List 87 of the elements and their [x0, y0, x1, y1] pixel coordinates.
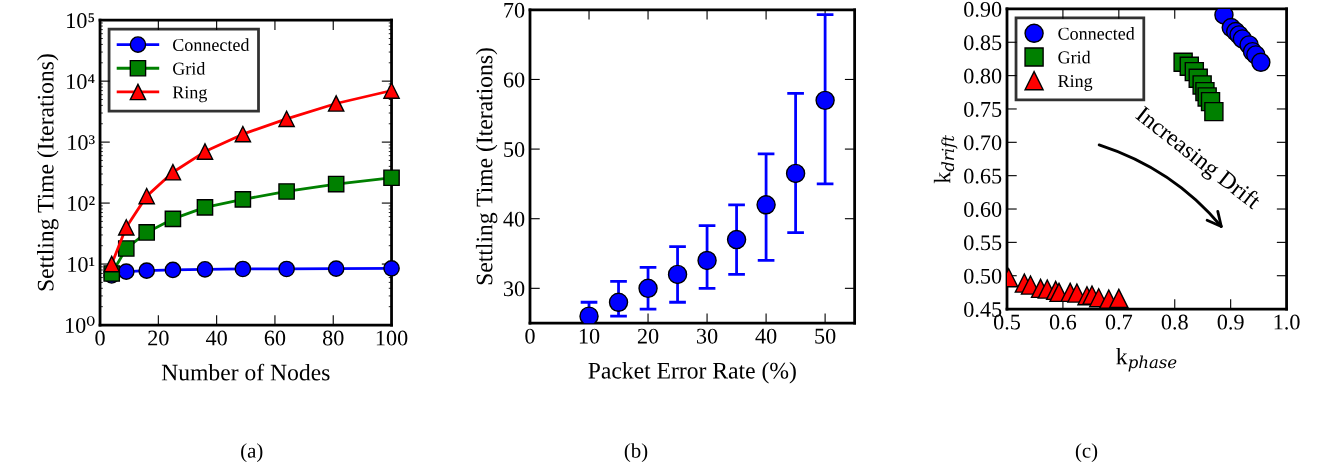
point	[196, 260, 214, 278]
x-axis-title: k$_{phase}$	[1116, 347, 1177, 372]
point	[138, 224, 156, 241]
y-tick-label: 50	[504, 142, 525, 158]
point	[164, 163, 182, 181]
x-tick-label: 0.6	[1049, 314, 1077, 330]
x-tick-label: 10	[579, 328, 600, 344]
x-tick-label: 100	[376, 330, 408, 346]
x-tick-label: 80	[322, 330, 344, 346]
point	[608, 292, 629, 312]
x-tick-label: 0.9	[1217, 314, 1244, 330]
point	[278, 183, 295, 200]
point	[756, 195, 776, 215]
point	[785, 163, 806, 184]
x-tick-label: 50	[815, 328, 836, 344]
legend-label: Grid	[173, 62, 206, 75]
x-axis-title: Number of Nodes	[161, 363, 330, 381]
y-tick-label: 0.65	[964, 168, 1002, 184]
point	[327, 175, 345, 193]
x-tick-label: 60	[264, 330, 286, 346]
point	[196, 143, 214, 160]
point	[327, 95, 345, 112]
y-tick-label: 0.60	[964, 201, 1002, 218]
text: (c)	[1075, 443, 1098, 463]
text: (b)	[624, 443, 648, 463]
point	[138, 187, 156, 205]
x-tick-label: 0.7	[1105, 314, 1133, 330]
point	[196, 199, 214, 216]
point	[278, 260, 295, 278]
point	[103, 255, 121, 273]
y-tick-label: 10¹	[68, 256, 95, 272]
x-tick-label: 0.8	[1161, 314, 1188, 330]
y-tick-label: 0.90	[964, 1, 1002, 17]
x-tick-label: 40	[755, 328, 777, 344]
legend-label: Connected	[1058, 27, 1135, 40]
y-tick-label: 70	[504, 2, 525, 18]
point	[667, 264, 688, 285]
point	[117, 219, 135, 236]
y-tick-label: 0.80	[964, 68, 1002, 84]
point	[383, 82, 400, 99]
y-tick-label: 30	[503, 281, 525, 297]
x-tick-label: 30	[697, 328, 718, 344]
legend-label: Connected	[173, 38, 250, 52]
x-tick-label: 20	[637, 328, 659, 344]
point	[234, 191, 252, 208]
x-tick-label: 20	[148, 330, 169, 346]
point	[638, 278, 658, 299]
x-tick-label: 40	[205, 330, 227, 346]
point	[164, 261, 182, 279]
y-tick-label: 10⁴	[67, 74, 95, 90]
legend-label: Ring	[1058, 75, 1093, 91]
legend-label: Grid	[1058, 50, 1091, 64]
y-tick-label: 10³	[68, 135, 95, 151]
point	[117, 240, 135, 257]
y-tick-label: 0.50	[964, 268, 1002, 284]
y-tick-label: 60	[503, 72, 525, 88]
y-tick-label: 0.85	[964, 35, 1002, 51]
point	[234, 260, 252, 278]
point	[815, 90, 835, 111]
x-tick-label: 1.0	[1274, 314, 1300, 330]
point	[383, 260, 400, 277]
legend-label: Ring	[172, 86, 208, 103]
point	[697, 250, 717, 271]
point	[278, 110, 295, 128]
y-tick-label: 0.75	[964, 101, 1002, 117]
x-tick-label: 0	[95, 330, 105, 346]
y-tick-label: 40	[503, 211, 525, 227]
point	[383, 169, 400, 187]
y-axis-title: Settling Time (Iterations)	[475, 48, 498, 285]
text: (a)	[241, 443, 263, 463]
y-tick-label: 10⁵	[67, 13, 95, 29]
y-axis-title: k$_{drift}$	[933, 135, 958, 184]
y-tick-label: 10⁰	[66, 316, 95, 333]
y-axis-title: Settling Time (Iterations)	[37, 54, 59, 291]
point	[726, 229, 747, 250]
point	[327, 260, 345, 277]
point	[164, 210, 182, 228]
point	[1251, 52, 1271, 72]
point	[1109, 288, 1129, 309]
x-tick-label: 0	[525, 328, 535, 344]
point	[234, 125, 252, 143]
y-tick-label: 0.55	[964, 235, 1002, 251]
point	[138, 262, 156, 279]
y-tick-label: 0.70	[964, 135, 1002, 151]
point	[579, 306, 599, 324]
y-tick-label: 10²	[68, 196, 95, 212]
x-axis-title: Packet Error Rate (%)	[588, 362, 796, 384]
